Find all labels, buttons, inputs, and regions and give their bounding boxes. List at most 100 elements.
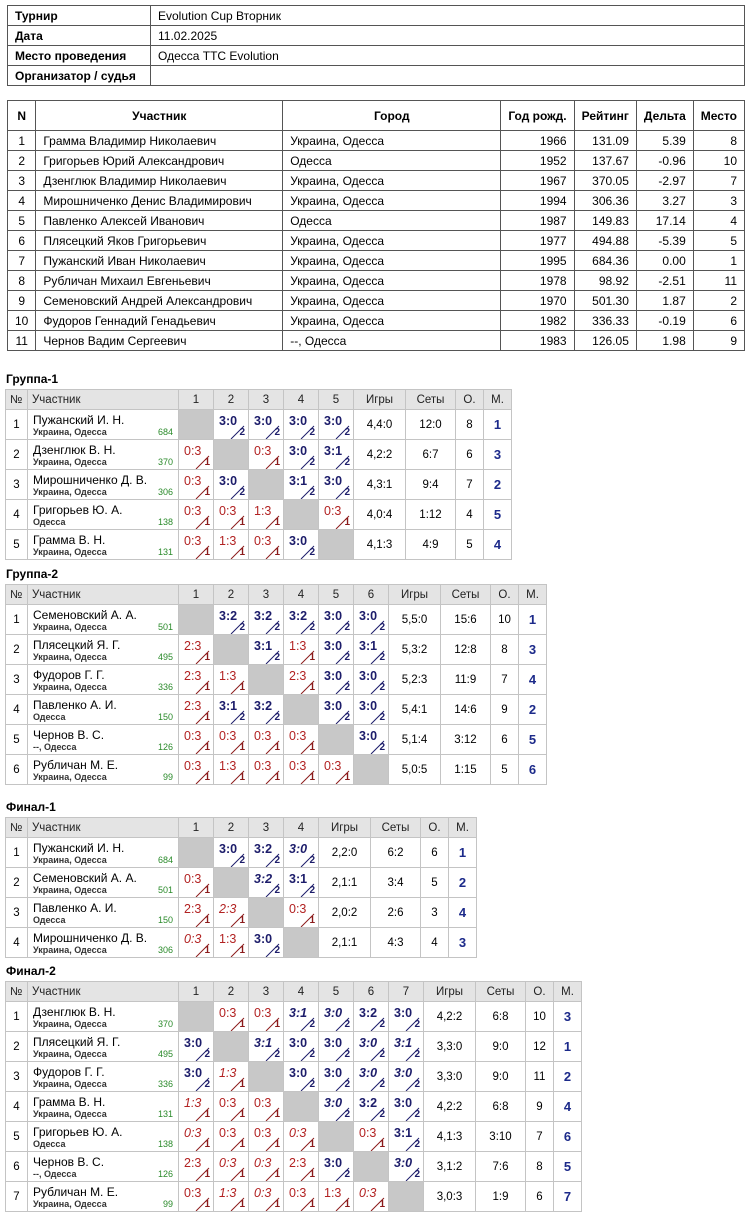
slash: [335, 620, 350, 634]
slash: [195, 1107, 210, 1121]
player-cell: Плясецкий Я. Г. Украина, Одесса 495: [27, 1031, 179, 1062]
score: 3:0: [289, 534, 308, 548]
column-header: Сеты: [440, 584, 491, 605]
score: 0:3: [254, 1006, 272, 1020]
column-header: М.: [553, 981, 582, 1002]
diagonal-cell: [178, 409, 214, 440]
column-header: 7: [388, 981, 424, 1002]
row-number: 4: [5, 927, 28, 958]
score: 0:3: [219, 1126, 237, 1140]
match-result: 0:3 1: [178, 1181, 214, 1212]
score: 3:0: [289, 444, 308, 458]
column-header: 4: [283, 981, 319, 1002]
place: 4: [483, 529, 512, 560]
score: 0:3: [184, 474, 202, 488]
participant-cell: 6: [6, 230, 37, 251]
player-rating: 126: [157, 742, 173, 752]
slash: [195, 1077, 210, 1091]
player-row: 6 Рубличан М. Е. Украина, Одесса 99 0:3 1 1:3 1…: [5, 754, 547, 785]
match-points: 1: [204, 1169, 210, 1180]
slash: [265, 1137, 280, 1151]
slash: [230, 1137, 245, 1151]
slash: [195, 943, 210, 957]
player-row: 1 Пужанский И. Н. Украина, Одесса 684 3:0 2 3:…: [5, 409, 512, 440]
slash: [300, 620, 315, 634]
player-row: 5 Грамма В. Н. Украина, Одесса 131 0:3 1 1:3 1 0…: [5, 529, 512, 560]
match-result: 3:0 2: [178, 1061, 214, 1092]
score: 0:3: [289, 1126, 307, 1140]
participant-cell: Украина, Одесса: [282, 310, 502, 331]
column-header: 6: [353, 584, 389, 605]
column-header: 5: [318, 389, 354, 410]
match-points: 1: [204, 772, 210, 783]
match-result: 1:3 1: [213, 664, 249, 695]
match-result: 3:0 2: [318, 604, 354, 635]
score: 3:0: [289, 1066, 308, 1080]
slash: [405, 1047, 420, 1061]
score: 2:3: [289, 669, 307, 683]
match-result: 1:3 1: [283, 634, 319, 665]
diagonal-cell: [178, 604, 214, 635]
slash: [405, 1107, 420, 1121]
participant-cell: 1970: [500, 290, 575, 311]
score: 3:2: [359, 1006, 378, 1020]
column-header: 2: [213, 584, 249, 605]
score: 3:1: [254, 1036, 273, 1050]
group-table: № Участник 1 2 3 4 5 6 Игры Сеты О. М. 1 Семеновский …: [5, 584, 547, 785]
participant-row: 11 Чернов Вадим Сергеевич --, Одесса 1983 12…: [6, 330, 746, 351]
slash: [335, 515, 350, 529]
header-row: N Участник Город Год рожд. Рейтинг Дельта Мест…: [6, 100, 746, 131]
score: 2:3: [184, 902, 202, 916]
player-rating: 501: [157, 885, 173, 895]
match-result: 3:0 2: [318, 469, 354, 500]
match-points: 2: [204, 1079, 210, 1090]
slash: [195, 545, 210, 559]
score: 3:2: [289, 609, 308, 623]
slash: [265, 425, 280, 439]
slash: [195, 913, 210, 927]
group-title: Финал-1: [6, 800, 56, 814]
slash: [300, 1197, 315, 1211]
score: 3:0: [324, 1036, 343, 1050]
sets: 6:2: [370, 837, 421, 868]
score: 3:2: [359, 1096, 378, 1110]
participant-cell: 1987: [500, 210, 575, 231]
slash: [195, 680, 210, 694]
match-result: 3:2 2: [353, 1091, 389, 1122]
info-table: Турнир Evolution Cup Вторник Дата 11.02.202…: [7, 5, 745, 86]
match-points: 1: [204, 652, 210, 663]
column-header: Участник: [27, 584, 179, 605]
participant-row: 4 Мирошниченко Денис Владимирович Украина,…: [6, 190, 746, 211]
player-row: 1 Дзенглюк В. Н. Украина, Одесса 370 0:3 1 0:3…: [5, 1001, 582, 1032]
match-result: 3:1 2: [388, 1121, 424, 1152]
player-cell: Пужанский И. Н. Украина, Одесса 684: [27, 409, 179, 440]
match-points: 1: [309, 915, 315, 926]
participant-cell: 4: [692, 210, 746, 231]
participant-cell: 137.67: [573, 150, 637, 171]
match-points: 1: [309, 742, 315, 753]
column-header: 3: [248, 981, 284, 1002]
slash: [335, 485, 350, 499]
score: 1:3: [254, 504, 272, 518]
info-row: Организатор / судья: [7, 65, 745, 86]
player-city: Украина, Одесса: [33, 772, 107, 782]
match-result: 0:3 1: [283, 1121, 319, 1152]
slash: [300, 680, 315, 694]
slash: [265, 545, 280, 559]
match-result: 0:3 1: [248, 439, 284, 470]
column-header: 1: [178, 389, 214, 410]
slash: [265, 1017, 280, 1031]
place: 7: [553, 1181, 582, 1212]
match-points: 1: [274, 772, 280, 783]
place: 3: [553, 1001, 582, 1032]
slash: [230, 770, 245, 784]
diagonal-cell: [213, 1031, 249, 1062]
match-points: 2: [344, 712, 350, 723]
participant-cell: 1966: [500, 130, 575, 151]
group-section: Финал-2 № Участник 1 2 3 4 5 6 7 Игры Сеты О. М. 1 Дзен…: [5, 963, 582, 1212]
participant-row: 7 Пужанский Иван Николаевич Украина, Одесс…: [6, 250, 746, 271]
slash: [230, 485, 245, 499]
diagonal-cell: [248, 664, 284, 695]
player-name: Мирошниченко Д. В.: [33, 473, 148, 487]
participant-cell: Семеновский Андрей Александрович: [35, 290, 284, 311]
